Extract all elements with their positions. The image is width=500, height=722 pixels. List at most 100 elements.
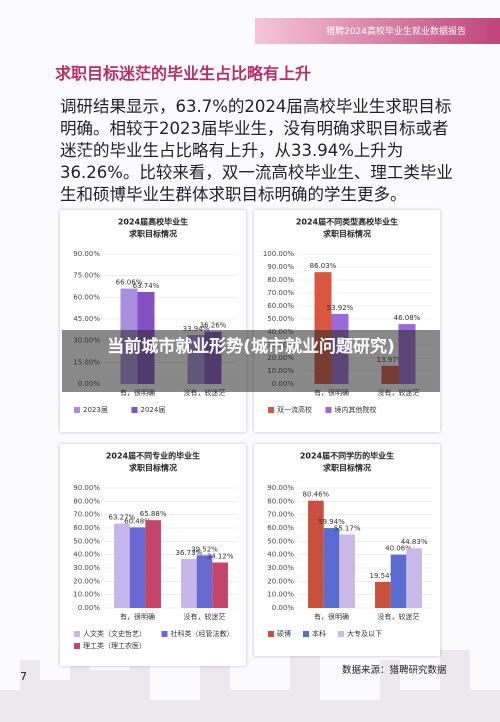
chart-panel: 2024届不同学历的毕业生 求职目标情况 0.00% 10.00% 20.00% 30.0…: [254, 444, 440, 656]
legend-label: 社科类（经管法教）: [171, 629, 234, 638]
bar: [323, 528, 340, 608]
bar: [406, 548, 422, 608]
value-label: 33.94%: [183, 325, 210, 333]
y-tick-label: 50.00%: [267, 537, 294, 545]
x-tick-label: 没有，较迷茫: [184, 388, 226, 397]
y-tick-label: 75.00%: [73, 272, 100, 280]
legend-label: 双一流高校: [277, 405, 312, 414]
legend-label: 硕博: [277, 629, 291, 638]
legend-label: 2023届: [83, 406, 108, 414]
y-tick-label: 60.00%: [267, 524, 294, 532]
y-tick-label: 30.00%: [73, 564, 100, 572]
value-label: 44.83%: [401, 538, 428, 546]
legend-swatch: [268, 407, 274, 413]
chart: 2024届不同类型高校毕业生求职目标情况0.00%10.00%20.00%30.…: [263, 217, 432, 414]
y-tick-label: 10.00%: [73, 591, 100, 599]
value-label: 65.88%: [140, 510, 167, 518]
y-tick-label: 45.00%: [73, 315, 100, 323]
value-label: 40.06%: [385, 545, 412, 553]
y-tick-label: 0.00%: [78, 604, 101, 612]
y-tick-label: 60.00%: [267, 302, 294, 310]
y-tick-label: 50.00%: [73, 537, 100, 545]
y-tick-label: 90.00%: [73, 250, 100, 258]
y-tick-label: 80.00%: [73, 497, 100, 505]
legend-label: 人文类（文史哲艺）: [83, 629, 146, 638]
bar: [129, 527, 146, 608]
legend-label: 2024届: [141, 406, 166, 414]
bar: [196, 555, 213, 608]
value-label: 34.12%: [207, 553, 234, 561]
legend-swatch: [325, 407, 332, 413]
y-tick-label: 40.00%: [73, 551, 100, 559]
overlay-title: 当前城市就业形势(城市就业问题研究): [62, 330, 440, 392]
y-tick-label: 0.00%: [272, 604, 295, 612]
x-tick-label: 有，很明确: [314, 388, 349, 397]
y-tick-label: 70.00%: [73, 511, 100, 519]
chart-title: 2024届不同类型高校毕业生: [296, 217, 398, 227]
chart-title: 2024届高校毕业生: [118, 217, 188, 227]
x-tick-label: 有，很明确: [314, 612, 349, 621]
bar: [308, 500, 324, 608]
value-label: 19.54%: [370, 572, 397, 580]
y-tick-label: 70.00%: [267, 289, 294, 297]
value-label: 59.94%: [318, 518, 345, 526]
y-tick-label: 40.00%: [267, 551, 294, 559]
source: 数据来源：猎聘研究数据: [342, 665, 447, 676]
legend-swatch: [131, 407, 138, 413]
value-label: 80.46%: [303, 491, 330, 499]
y-tick-label: 100.00%: [263, 250, 294, 258]
value-label: 55.17%: [334, 524, 361, 532]
value-label: 86.03%: [310, 262, 337, 270]
legend-swatch: [303, 631, 309, 637]
bar: [145, 520, 161, 608]
value-label: 60.48%: [124, 517, 151, 525]
y-tick-label: 60.00%: [73, 293, 100, 301]
y-tick-label: 90.00%: [267, 484, 294, 492]
legend-label: 境内其他院校: [335, 405, 377, 414]
bar: [212, 562, 228, 608]
body-text: 调研结果显示，63.7%的2024届高校毕业生求职目标明确。相较于2023届毕业…: [60, 97, 453, 204]
legend-swatch: [161, 631, 168, 637]
value-label: 39.52%: [191, 545, 218, 553]
chart-title: 求职目标情况: [129, 463, 177, 473]
x-tick-label: 有，很明确: [120, 388, 155, 397]
chart-panel: 2024届不同类型高校毕业生求职目标情况0.00%10.00%20.00%30.…: [254, 210, 440, 432]
legend-swatch: [74, 407, 80, 413]
value-label: 46.08%: [394, 314, 421, 322]
chart-panel: 2024届不同专业的毕业生 求职目标情况 0.00% 10.00% 20.00% 30.0…: [60, 444, 246, 666]
value-label: 66.06%: [116, 279, 143, 287]
y-tick-label: 80.00%: [267, 276, 294, 284]
y-tick-label: 10.00%: [267, 591, 294, 599]
y-tick-label: 90.00%: [73, 484, 100, 492]
y-tick-label: 70.00%: [267, 511, 294, 519]
y-tick-label: 30.00%: [267, 564, 294, 572]
legend-swatch: [74, 631, 80, 637]
bar: [181, 559, 197, 608]
value-label: 53.92%: [327, 304, 354, 312]
legend-swatch: [268, 631, 274, 637]
value-label: 36.73%: [176, 549, 203, 557]
legend-label: 本科: [312, 629, 326, 638]
chart-panel: 2024届高校毕业生求职目标情况0.00%15.00%30.00%45.00%6…: [60, 210, 246, 432]
legend-swatch: [338, 631, 344, 637]
y-tick-label: 20.00%: [267, 577, 294, 585]
x-tick-label: 有，很明确: [120, 612, 155, 621]
bar: [390, 554, 407, 608]
chart-title: 求职目标情况: [129, 229, 177, 239]
chart: 2024届高校毕业生求职目标情况0.00%15.00%30.00%45.00%6…: [73, 217, 238, 414]
legend-label: 理工类（理工农医）: [83, 641, 146, 650]
chart-title: 求职目标情况: [323, 463, 371, 473]
value-label: 63.27%: [109, 514, 136, 522]
banner: 猎聘2024高校毕业生就业数据报告: [255, 18, 500, 44]
chart-title: 2024届不同学历的毕业生: [300, 451, 394, 461]
y-tick-label: 60.00%: [73, 524, 100, 532]
y-tick-label: 50.00%: [267, 315, 294, 323]
chart-title: 2024届不同专业的毕业生: [106, 451, 200, 461]
x-tick-label: 没有，较迷茫: [378, 612, 420, 621]
banner-text: 猎聘2024高校毕业生就业数据报告: [326, 27, 466, 37]
y-tick-label: 90.00%: [267, 263, 294, 271]
legend-label: 大专及以下: [347, 629, 382, 638]
